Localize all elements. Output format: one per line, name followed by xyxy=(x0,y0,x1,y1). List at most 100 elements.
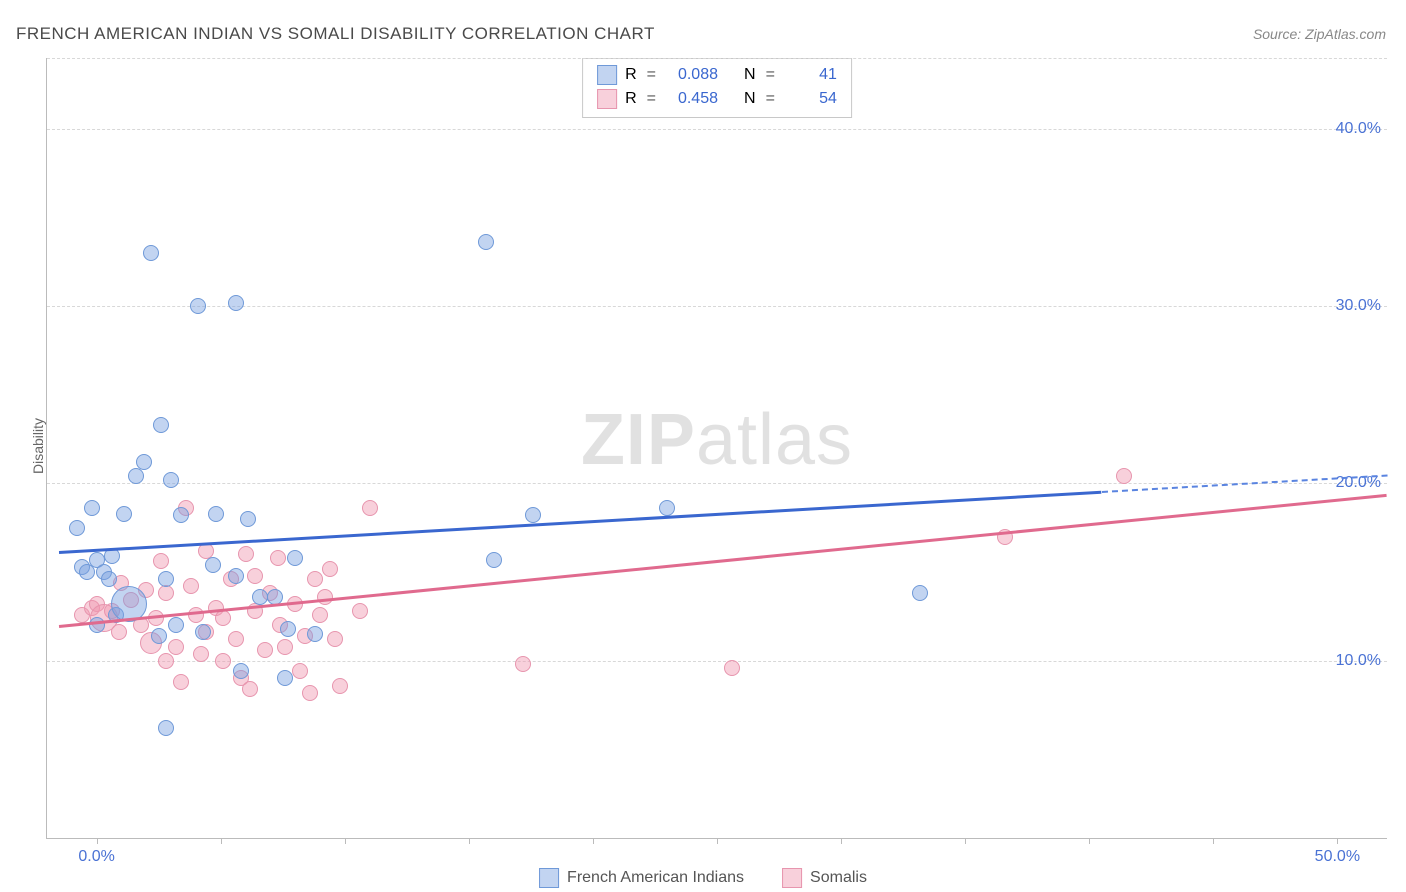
plot-area: ZIPatlas R = 0.088 N = 41 R = 0.458 N = xyxy=(46,58,1387,839)
y-axis-label: Disability xyxy=(30,418,46,474)
stat-n-value-a: 41 xyxy=(785,66,837,84)
stat-eq: = xyxy=(766,66,775,84)
scatter-point-a xyxy=(280,621,296,637)
stat-eq: = xyxy=(766,90,775,108)
scatter-point-a xyxy=(173,507,189,523)
scatter-point-b xyxy=(327,631,343,647)
swatch-a xyxy=(597,65,617,85)
scatter-point-b xyxy=(1116,468,1132,484)
scatter-point-b xyxy=(215,653,231,669)
scatter-point-b xyxy=(724,660,740,676)
scatter-point-a xyxy=(116,506,132,522)
y-tick-label: 30.0% xyxy=(1336,297,1381,315)
scatter-point-b xyxy=(215,610,231,626)
gridline-h xyxy=(47,661,1387,662)
stat-n-label: N xyxy=(744,90,756,108)
gridline-h xyxy=(47,129,1387,130)
scatter-point-b xyxy=(153,553,169,569)
stat-eq: = xyxy=(647,66,656,84)
watermark: ZIPatlas xyxy=(581,399,853,481)
scatter-point-a xyxy=(233,663,249,679)
scatter-point-b xyxy=(168,639,184,655)
scatter-point-a xyxy=(478,234,494,250)
scatter-point-b xyxy=(362,500,378,516)
x-tick xyxy=(717,838,718,844)
stats-legend: R = 0.088 N = 41 R = 0.458 N = 54 xyxy=(582,58,852,118)
stat-n-value-b: 54 xyxy=(785,90,837,108)
stat-n-label: N xyxy=(744,66,756,84)
scatter-point-b xyxy=(188,607,204,623)
scatter-point-a xyxy=(525,507,541,523)
gridline-h xyxy=(47,58,1387,59)
scatter-point-a xyxy=(84,500,100,516)
scatter-point-a xyxy=(659,500,675,516)
scatter-point-a xyxy=(252,589,268,605)
scatter-point-b xyxy=(238,546,254,562)
scatter-point-b xyxy=(173,674,189,690)
scatter-point-a xyxy=(287,550,303,566)
stat-r-value-b: 0.458 xyxy=(666,90,718,108)
x-tick xyxy=(1089,838,1090,844)
watermark-light: atlas xyxy=(696,400,853,480)
scatter-point-a xyxy=(307,626,323,642)
scatter-point-a xyxy=(158,720,174,736)
stat-eq: = xyxy=(647,90,656,108)
stat-r-label: R xyxy=(625,90,637,108)
trendline xyxy=(59,491,1101,554)
x-tick xyxy=(841,838,842,844)
scatter-point-b xyxy=(257,642,273,658)
stat-r-value-a: 0.088 xyxy=(666,66,718,84)
scatter-point-a xyxy=(69,520,85,536)
scatter-point-a xyxy=(168,617,184,633)
swatch-b xyxy=(597,89,617,109)
scatter-point-a xyxy=(195,624,211,640)
chart-title: FRENCH AMERICAN INDIAN VS SOMALI DISABIL… xyxy=(16,24,655,44)
source-credit: Source: ZipAtlas.com xyxy=(1253,26,1386,42)
scatter-point-b xyxy=(317,589,333,605)
scatter-point-b xyxy=(302,685,318,701)
x-tick-label: 50.0% xyxy=(1315,848,1360,866)
scatter-point-a xyxy=(277,670,293,686)
scatter-point-b xyxy=(158,585,174,601)
scatter-point-b xyxy=(242,681,258,697)
scatter-point-a xyxy=(228,568,244,584)
stat-r-label: R xyxy=(625,66,637,84)
legend-swatch-a xyxy=(539,868,559,888)
scatter-point-a xyxy=(158,571,174,587)
x-tick xyxy=(469,838,470,844)
series-legend: French American Indians Somalis xyxy=(539,868,867,888)
x-tick xyxy=(221,838,222,844)
scatter-point-b xyxy=(228,631,244,647)
gridline-h xyxy=(47,306,1387,307)
stats-row-b: R = 0.458 N = 54 xyxy=(597,87,837,111)
scatter-point-b xyxy=(247,568,263,584)
scatter-point-b xyxy=(193,646,209,662)
scatter-point-b xyxy=(270,550,286,566)
scatter-point-b xyxy=(158,653,174,669)
gridline-h xyxy=(47,483,1387,484)
scatter-point-b xyxy=(292,663,308,679)
scatter-point-b xyxy=(312,607,328,623)
scatter-point-a xyxy=(101,571,117,587)
scatter-point-b xyxy=(515,656,531,672)
scatter-point-b xyxy=(307,571,323,587)
scatter-point-a xyxy=(143,245,159,261)
x-tick xyxy=(1213,838,1214,844)
legend-label-b: Somalis xyxy=(810,869,867,887)
y-tick-label: 40.0% xyxy=(1336,120,1381,138)
scatter-point-b xyxy=(183,578,199,594)
legend-label-a: French American Indians xyxy=(567,869,744,887)
y-tick-label: 10.0% xyxy=(1336,652,1381,670)
scatter-point-a xyxy=(205,557,221,573)
scatter-point-a xyxy=(136,454,152,470)
scatter-point-b xyxy=(277,639,293,655)
scatter-point-a xyxy=(190,298,206,314)
scatter-point-b xyxy=(322,561,338,577)
scatter-point-a xyxy=(208,506,224,522)
scatter-point-a xyxy=(128,468,144,484)
scatter-point-a xyxy=(240,511,256,527)
scatter-point-b xyxy=(332,678,348,694)
watermark-bold: ZIP xyxy=(581,400,696,480)
x-tick xyxy=(345,838,346,844)
scatter-point-b xyxy=(352,603,368,619)
